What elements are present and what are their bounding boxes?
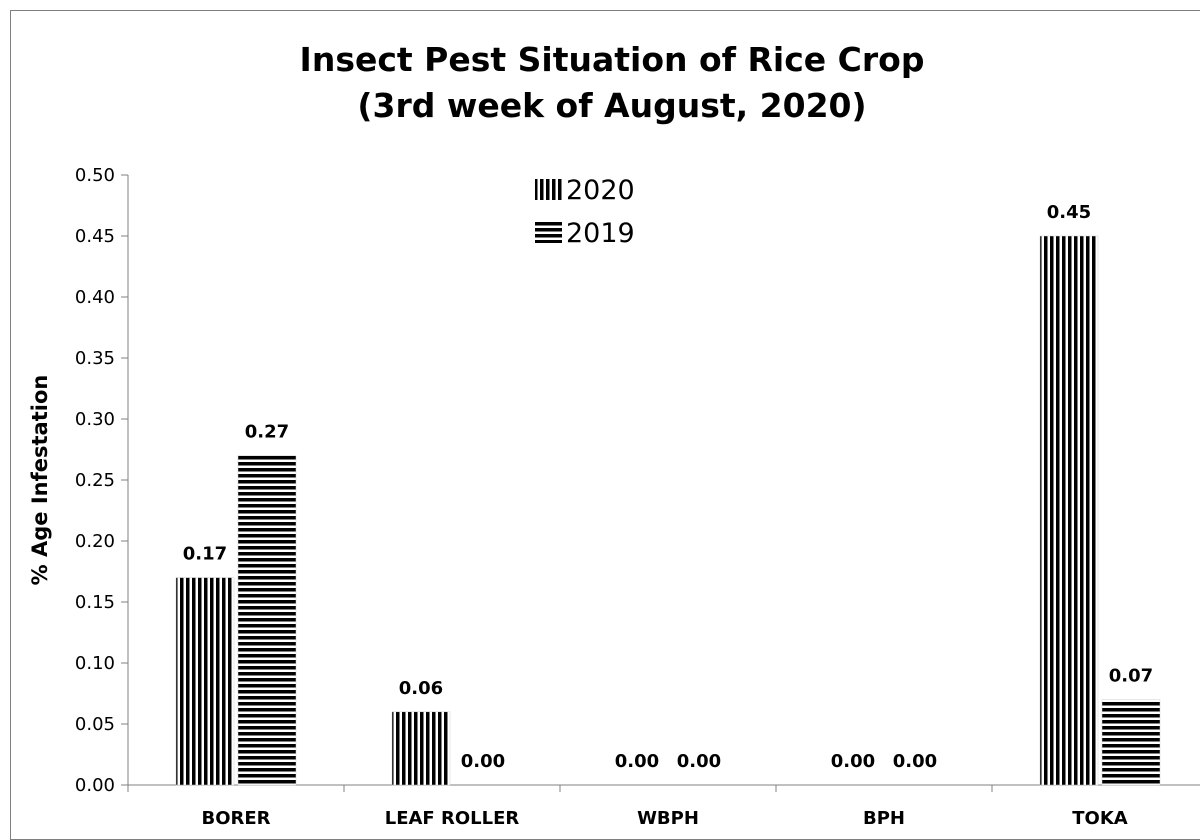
y-tick-label: 0.35 <box>75 348 115 369</box>
legend-swatch-2020 <box>535 179 562 200</box>
y-tick-label: 0.15 <box>75 592 115 613</box>
data-label: 0.00 <box>615 751 659 772</box>
legend-item-2020: 2020 <box>535 175 635 206</box>
y-tick-label: 0.40 <box>75 287 115 308</box>
y-tick-label: 0.30 <box>75 409 115 430</box>
data-label: 0.17 <box>183 544 227 565</box>
data-label: 0.00 <box>893 751 937 772</box>
chart-title: Insect Pest Situation of Rice Crop <box>300 40 925 79</box>
data-label: 0.27 <box>245 422 289 443</box>
bar-2020-leaf-roller <box>391 711 451 786</box>
x-category-label: TOKA <box>1072 808 1128 828</box>
y-tick-label: 0.50 <box>75 165 115 186</box>
bar-2020-borer <box>175 577 235 786</box>
data-label: 0.00 <box>831 751 875 772</box>
plot-area: 0.00 0.05 0.10 0.15 0.20 0.25 0.30 0.35 0.40 0.45… <box>75 165 1200 828</box>
legend: 2020 2019 <box>535 175 635 249</box>
x-category-label: LEAF ROLLER <box>385 808 520 828</box>
legend-label-2019: 2019 <box>566 218 635 249</box>
data-label: 0.06 <box>399 678 443 699</box>
data-label: 0.45 <box>1047 202 1091 223</box>
bar-2019-toka <box>1101 699 1161 786</box>
y-tick-label: 0.05 <box>75 714 115 735</box>
x-category-label: BPH <box>863 808 905 828</box>
y-axis-title: % Age Infestation <box>28 375 52 586</box>
legend-swatch-2019 <box>535 222 562 243</box>
y-tick-label: 0.00 <box>75 775 115 796</box>
data-label: 0.00 <box>677 751 721 772</box>
y-tick-label: 0.45 <box>75 226 115 247</box>
x-category-label: WBPH <box>637 808 699 828</box>
y-tick-label: 0.10 <box>75 653 115 674</box>
bar-2020-toka <box>1039 235 1099 786</box>
data-label: 0.07 <box>1109 666 1153 687</box>
x-category-label: BORER <box>201 808 270 828</box>
chart-subtitle: (3rd week of August, 2020) <box>357 86 866 125</box>
y-tick-label: 0.20 <box>75 531 115 552</box>
bar-2019-borer <box>237 455 297 786</box>
legend-label-2020: 2020 <box>566 175 635 206</box>
data-label: 0.00 <box>461 751 505 772</box>
legend-item-2019: 2019 <box>535 218 635 249</box>
y-tick-label: 0.25 <box>75 470 115 491</box>
